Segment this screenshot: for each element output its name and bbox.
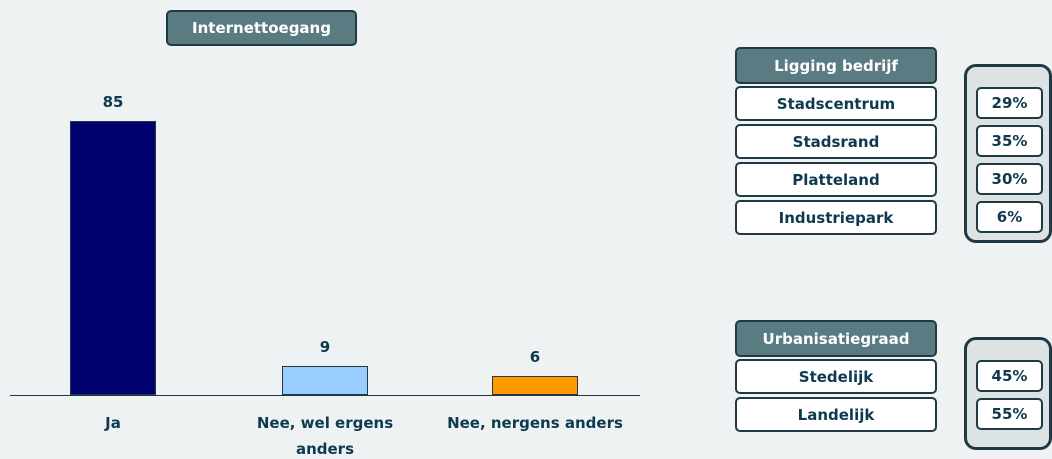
- table-row-label: Landelijk: [735, 397, 937, 432]
- x-tick-label: Ja: [105, 414, 121, 432]
- value-panel: [964, 337, 1052, 450]
- bar: [492, 375, 578, 395]
- baseline: [10, 395, 640, 396]
- table-row-value: 6%: [976, 201, 1043, 233]
- table-row-value: 29%: [976, 87, 1043, 119]
- data-label: 9: [319, 338, 331, 357]
- table-row-value: 55%: [976, 398, 1043, 430]
- table-header: Ligging bedrijf: [735, 47, 937, 84]
- x-tick-label: Nee, nergens anders: [447, 414, 623, 432]
- table-header: Urbanisatiegraad: [735, 320, 937, 357]
- bar: [70, 121, 156, 395]
- table-row-value: 45%: [976, 360, 1043, 392]
- data-label: 6: [529, 347, 541, 366]
- x-tick-label: Nee, wel ergens anders: [256, 414, 394, 458]
- chart-title: Internettoegang: [166, 10, 357, 46]
- table-row-label: Stadscentrum: [735, 86, 937, 121]
- table-row-value: 35%: [976, 125, 1043, 157]
- table-row-label: Platteland: [735, 162, 937, 197]
- data-label: 85: [102, 93, 124, 112]
- table-row-label: Industriepark: [735, 200, 937, 235]
- table-row-label: Stedelijk: [735, 359, 937, 394]
- table-row-label: Stadsrand: [735, 124, 937, 159]
- table-row-value: 30%: [976, 163, 1043, 195]
- bar: [282, 366, 368, 395]
